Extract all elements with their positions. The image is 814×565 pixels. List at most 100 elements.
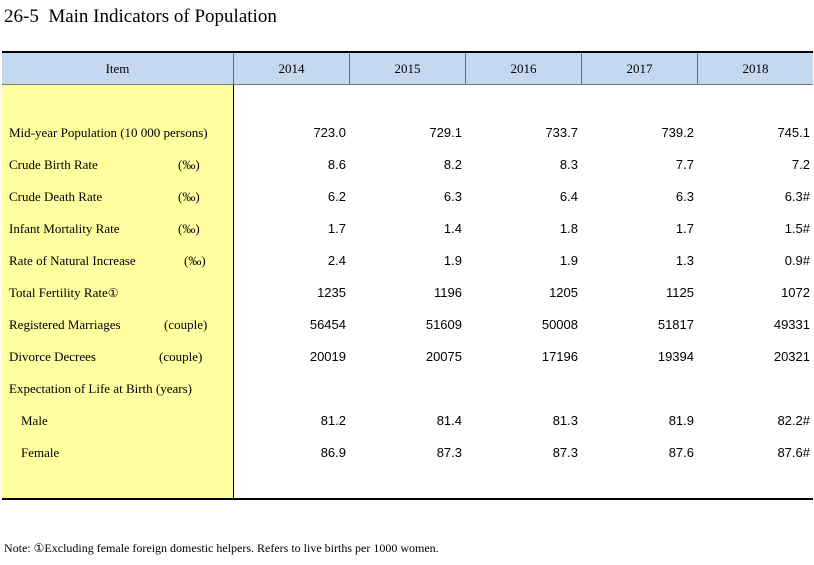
table-top-rule	[2, 51, 813, 53]
indicators-table: Item 2014 2015 2016 2017 2018 Mid-year P…	[2, 51, 813, 500]
value-cell-2017: 1125	[666, 285, 694, 300]
row-label: Mid-year Population (10 000 persons)	[9, 125, 208, 141]
row-label-text: Divorce Decrees	[9, 349, 96, 364]
table-row: Crude Birth Rate (‰) 8.6 8.2 8.3 7.7 7.2	[2, 157, 813, 177]
value-cell-2017: 1.7	[675, 221, 694, 236]
table-row: Female 86.9 87.3 87.3 87.6 87.6#	[2, 445, 813, 465]
table-row: Crude Death Rate (‰) 6.2 6.3 6.4 6.3 6.3#	[2, 189, 813, 209]
value-cell-2018: 20321	[773, 349, 810, 364]
value-cell-2015: 8.2	[443, 157, 462, 172]
value-cell-2014: 81.2	[320, 413, 346, 428]
table-row: Registered Marriages (couple) 56454 51609 50…	[2, 317, 813, 337]
row-unit: (‰)	[178, 157, 200, 172]
row-unit: (‰)	[178, 221, 200, 236]
value-cell-2016: 1205	[549, 285, 578, 300]
value-cell-2014: 56454	[309, 317, 346, 332]
row-label: Infant Mortality Rate	[9, 221, 119, 237]
value-cell-2014: 2.4	[327, 253, 346, 268]
row-label: Female	[21, 445, 59, 461]
value-cell-2015: 1196	[434, 285, 462, 300]
header-divider	[233, 53, 234, 84]
table-bottom-rule	[2, 498, 813, 500]
value-cell-2017: 1.3	[675, 253, 694, 268]
footnote-marker: ①	[107, 286, 119, 300]
table-row: Expectation of Life at Birth (years)	[2, 381, 813, 401]
value-cell-2016: 733.7	[545, 125, 578, 140]
row-label: Male	[21, 413, 48, 429]
value-cell-2015: 87.3	[436, 445, 462, 460]
value-cell-2014: 723.0	[313, 125, 346, 140]
value-cell-2015: 729.1	[429, 125, 462, 140]
row-label-text: Expectation of Life at Birth (years)	[9, 381, 193, 396]
value-cell-2017: 6.3	[675, 189, 694, 204]
row-label-text: Mid-year Population (10 000 persons)	[9, 125, 208, 140]
value-cell-2018: 49331	[773, 317, 810, 332]
row-unit: (couple)	[164, 317, 208, 332]
table-row: Infant Mortality Rate (‰) 1.7 1.4 1.8 1.7 1.5#	[2, 221, 813, 241]
value-cell-2017: 19394	[657, 349, 694, 364]
row-unit: (couple)	[159, 349, 203, 364]
value-cell-2015: 1.9	[443, 253, 462, 268]
value-cell-2014: 1.7	[327, 221, 346, 236]
label-column-background	[2, 85, 233, 498]
header-item: Item	[105, 61, 130, 76]
value-cell-2018: 745.1	[777, 125, 810, 140]
value-cell-2017: 51817	[657, 317, 694, 332]
row-label: Registered Marriages	[9, 317, 121, 333]
value-cell-2015: 20075	[425, 349, 462, 364]
value-cell-2016: 87.3	[552, 445, 578, 460]
table-row: Divorce Decrees (couple) 20019 20075 17196 19…	[2, 349, 813, 369]
value-cell-2015: 1.4	[443, 221, 462, 236]
row-label-text: Crude Death Rate	[9, 189, 103, 204]
header-year-2018: 2018	[742, 61, 769, 76]
value-cell-2015: 51609	[425, 317, 462, 332]
row-label-text: Crude Birth Rate	[9, 157, 98, 172]
page-title: 26-5 Main Indicators of Population	[4, 6, 277, 27]
header-year-2017: 2017	[626, 61, 653, 76]
value-cell-2014: 1235	[317, 285, 346, 300]
header-divider	[465, 53, 466, 84]
value-cell-2017: 7.7	[675, 157, 694, 172]
table-row: Rate of Natural Increase (‰) 2.4 1.9 1.9 1.3 0…	[2, 253, 813, 273]
value-cell-2018: 1.5#	[784, 221, 810, 236]
value-cell-2017: 87.6	[668, 445, 694, 460]
row-label-text: Infant Mortality Rate	[9, 221, 120, 236]
value-cell-2016: 50008	[541, 317, 578, 332]
value-cell-2014: 86.9	[320, 445, 346, 460]
row-label: Rate of Natural Increase	[9, 253, 136, 269]
value-cell-2014: 20019	[309, 349, 346, 364]
row-label-text: Total Fertility Rate	[9, 285, 108, 300]
value-cell-2016: 8.3	[559, 157, 578, 172]
value-cell-2016: 81.3	[552, 413, 578, 428]
row-label: Divorce Decrees	[9, 349, 96, 365]
label-column-divider	[233, 85, 234, 498]
table-header: Item 2014 2015 2016 2017 2018	[2, 53, 813, 85]
header-year-2015: 2015	[394, 61, 421, 76]
value-cell-2016: 1.8	[559, 221, 578, 236]
value-cell-2016: 1.9	[559, 253, 578, 268]
row-label-text: Rate of Natural Increase	[9, 253, 136, 268]
value-cell-2018: 82.2#	[777, 413, 810, 428]
value-cell-2016: 6.4	[559, 189, 578, 204]
value-cell-2015: 81.4	[436, 413, 462, 428]
value-cell-2018: 87.6#	[777, 445, 810, 460]
header-divider	[697, 53, 698, 84]
value-cell-2015: 6.3	[443, 189, 462, 204]
row-label: Crude Death Rate	[9, 189, 102, 205]
row-label-text: Registered Marriages	[9, 317, 121, 332]
value-cell-2014: 6.2	[327, 189, 346, 204]
row-label: Crude Birth Rate	[9, 157, 98, 173]
header-year-2016: 2016	[510, 61, 537, 76]
row-label-text: Female	[21, 445, 60, 460]
row-unit: (‰)	[184, 253, 206, 268]
value-cell-2018: 1072	[781, 285, 810, 300]
table-row: Male 81.2 81.4 81.3 81.9 82.2#	[2, 413, 813, 433]
row-label: Expectation of Life at Birth (years)	[9, 381, 192, 397]
row-label-text: Male	[21, 413, 48, 428]
row-unit: (‰)	[178, 189, 200, 204]
footnote: Note: ①Excluding female foreign domestic…	[4, 541, 439, 555]
value-cell-2018: 6.3#	[784, 189, 810, 204]
header-divider	[581, 53, 582, 84]
value-cell-2014: 8.6	[327, 157, 346, 172]
table-row: Mid-year Population (10 000 persons) 723.…	[2, 125, 813, 145]
